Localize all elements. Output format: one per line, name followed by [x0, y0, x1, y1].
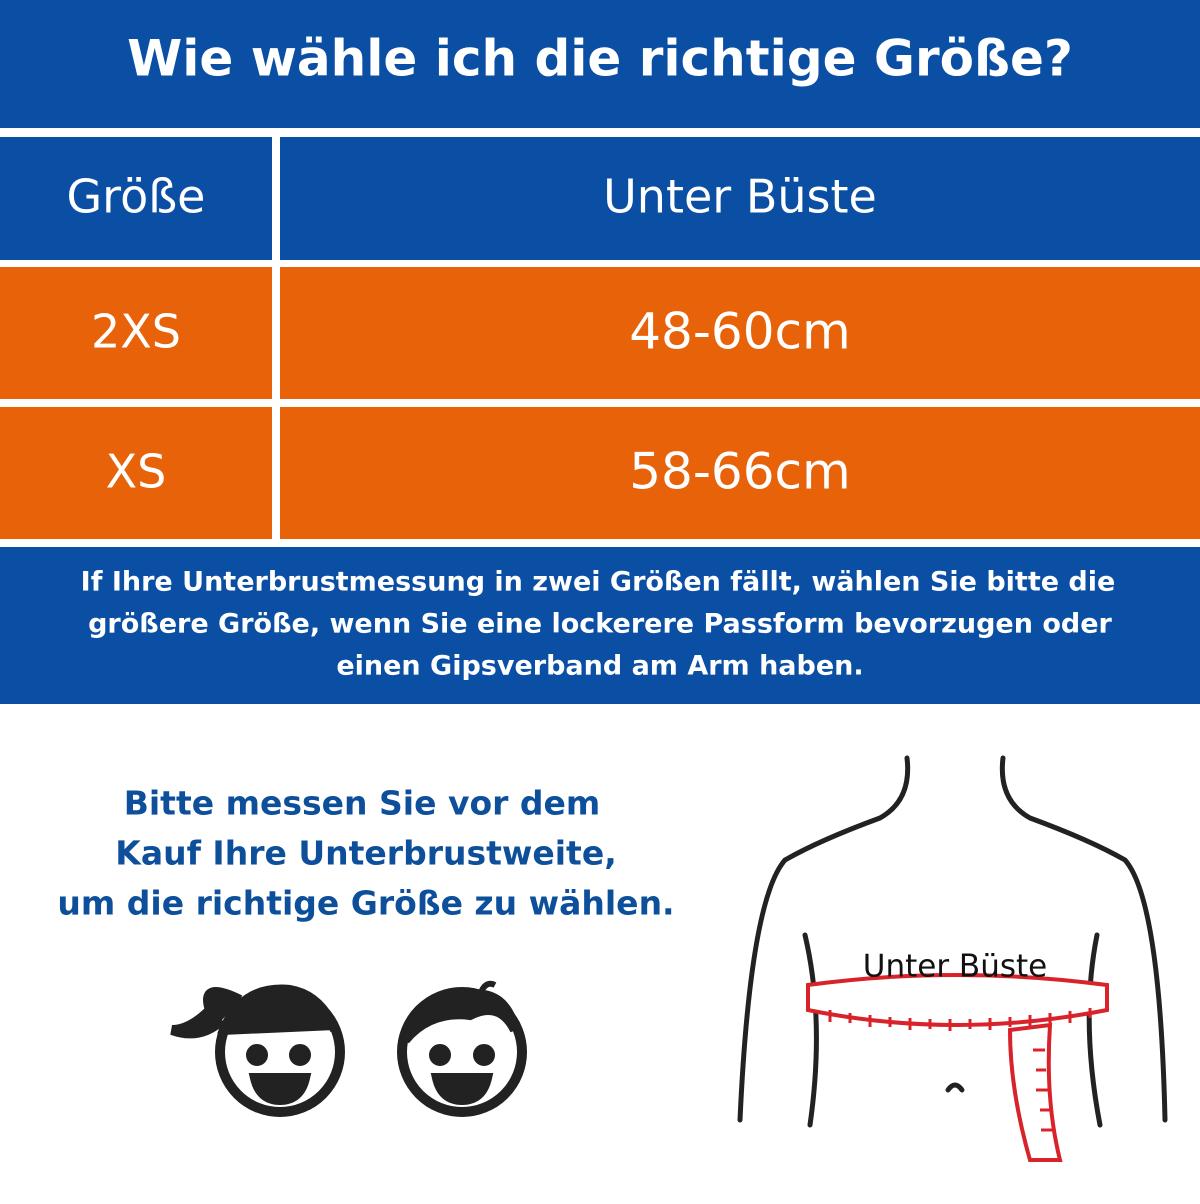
size-cell: XS	[106, 445, 167, 499]
instruction-line: Kauf Ihre Unterbrustweite,	[115, 834, 617, 873]
table-cell	[0, 407, 272, 539]
torso-drawing	[737, 755, 1168, 1128]
title-band	[0, 0, 1200, 128]
instruction-line: um die richtige Größe zu wählen.	[57, 884, 674, 923]
instruction-line: Bitte messen Sie vor dem	[124, 784, 601, 823]
range-cell: 48-60cm	[629, 303, 850, 361]
table-cell	[0, 267, 272, 399]
note-band	[0, 547, 1200, 704]
header-cell	[280, 137, 1200, 260]
boy-icon	[397, 980, 527, 1117]
table-cell	[280, 407, 1200, 539]
measuring-tape	[806, 973, 1109, 1162]
girl-icon	[170, 984, 345, 1117]
column-header: Unter Büste	[603, 170, 877, 224]
column-header: Größe	[67, 170, 206, 224]
header-cell	[0, 137, 272, 260]
note-line: einen Gipsverband am Arm haben.	[336, 651, 863, 682]
range-cell: 58-66cm	[629, 443, 850, 501]
figure-label: Unter Büste	[863, 949, 1047, 985]
table-cell	[280, 267, 1200, 399]
size-cell: 2XS	[91, 305, 181, 359]
note-line: If Ihre Unterbrustmessung in zwei Größen…	[81, 567, 1116, 598]
note-line: größere Größe, wenn Sie eine lockerere P…	[88, 609, 1112, 640]
title: Wie wähle ich die richtige Größe?	[127, 30, 1073, 88]
